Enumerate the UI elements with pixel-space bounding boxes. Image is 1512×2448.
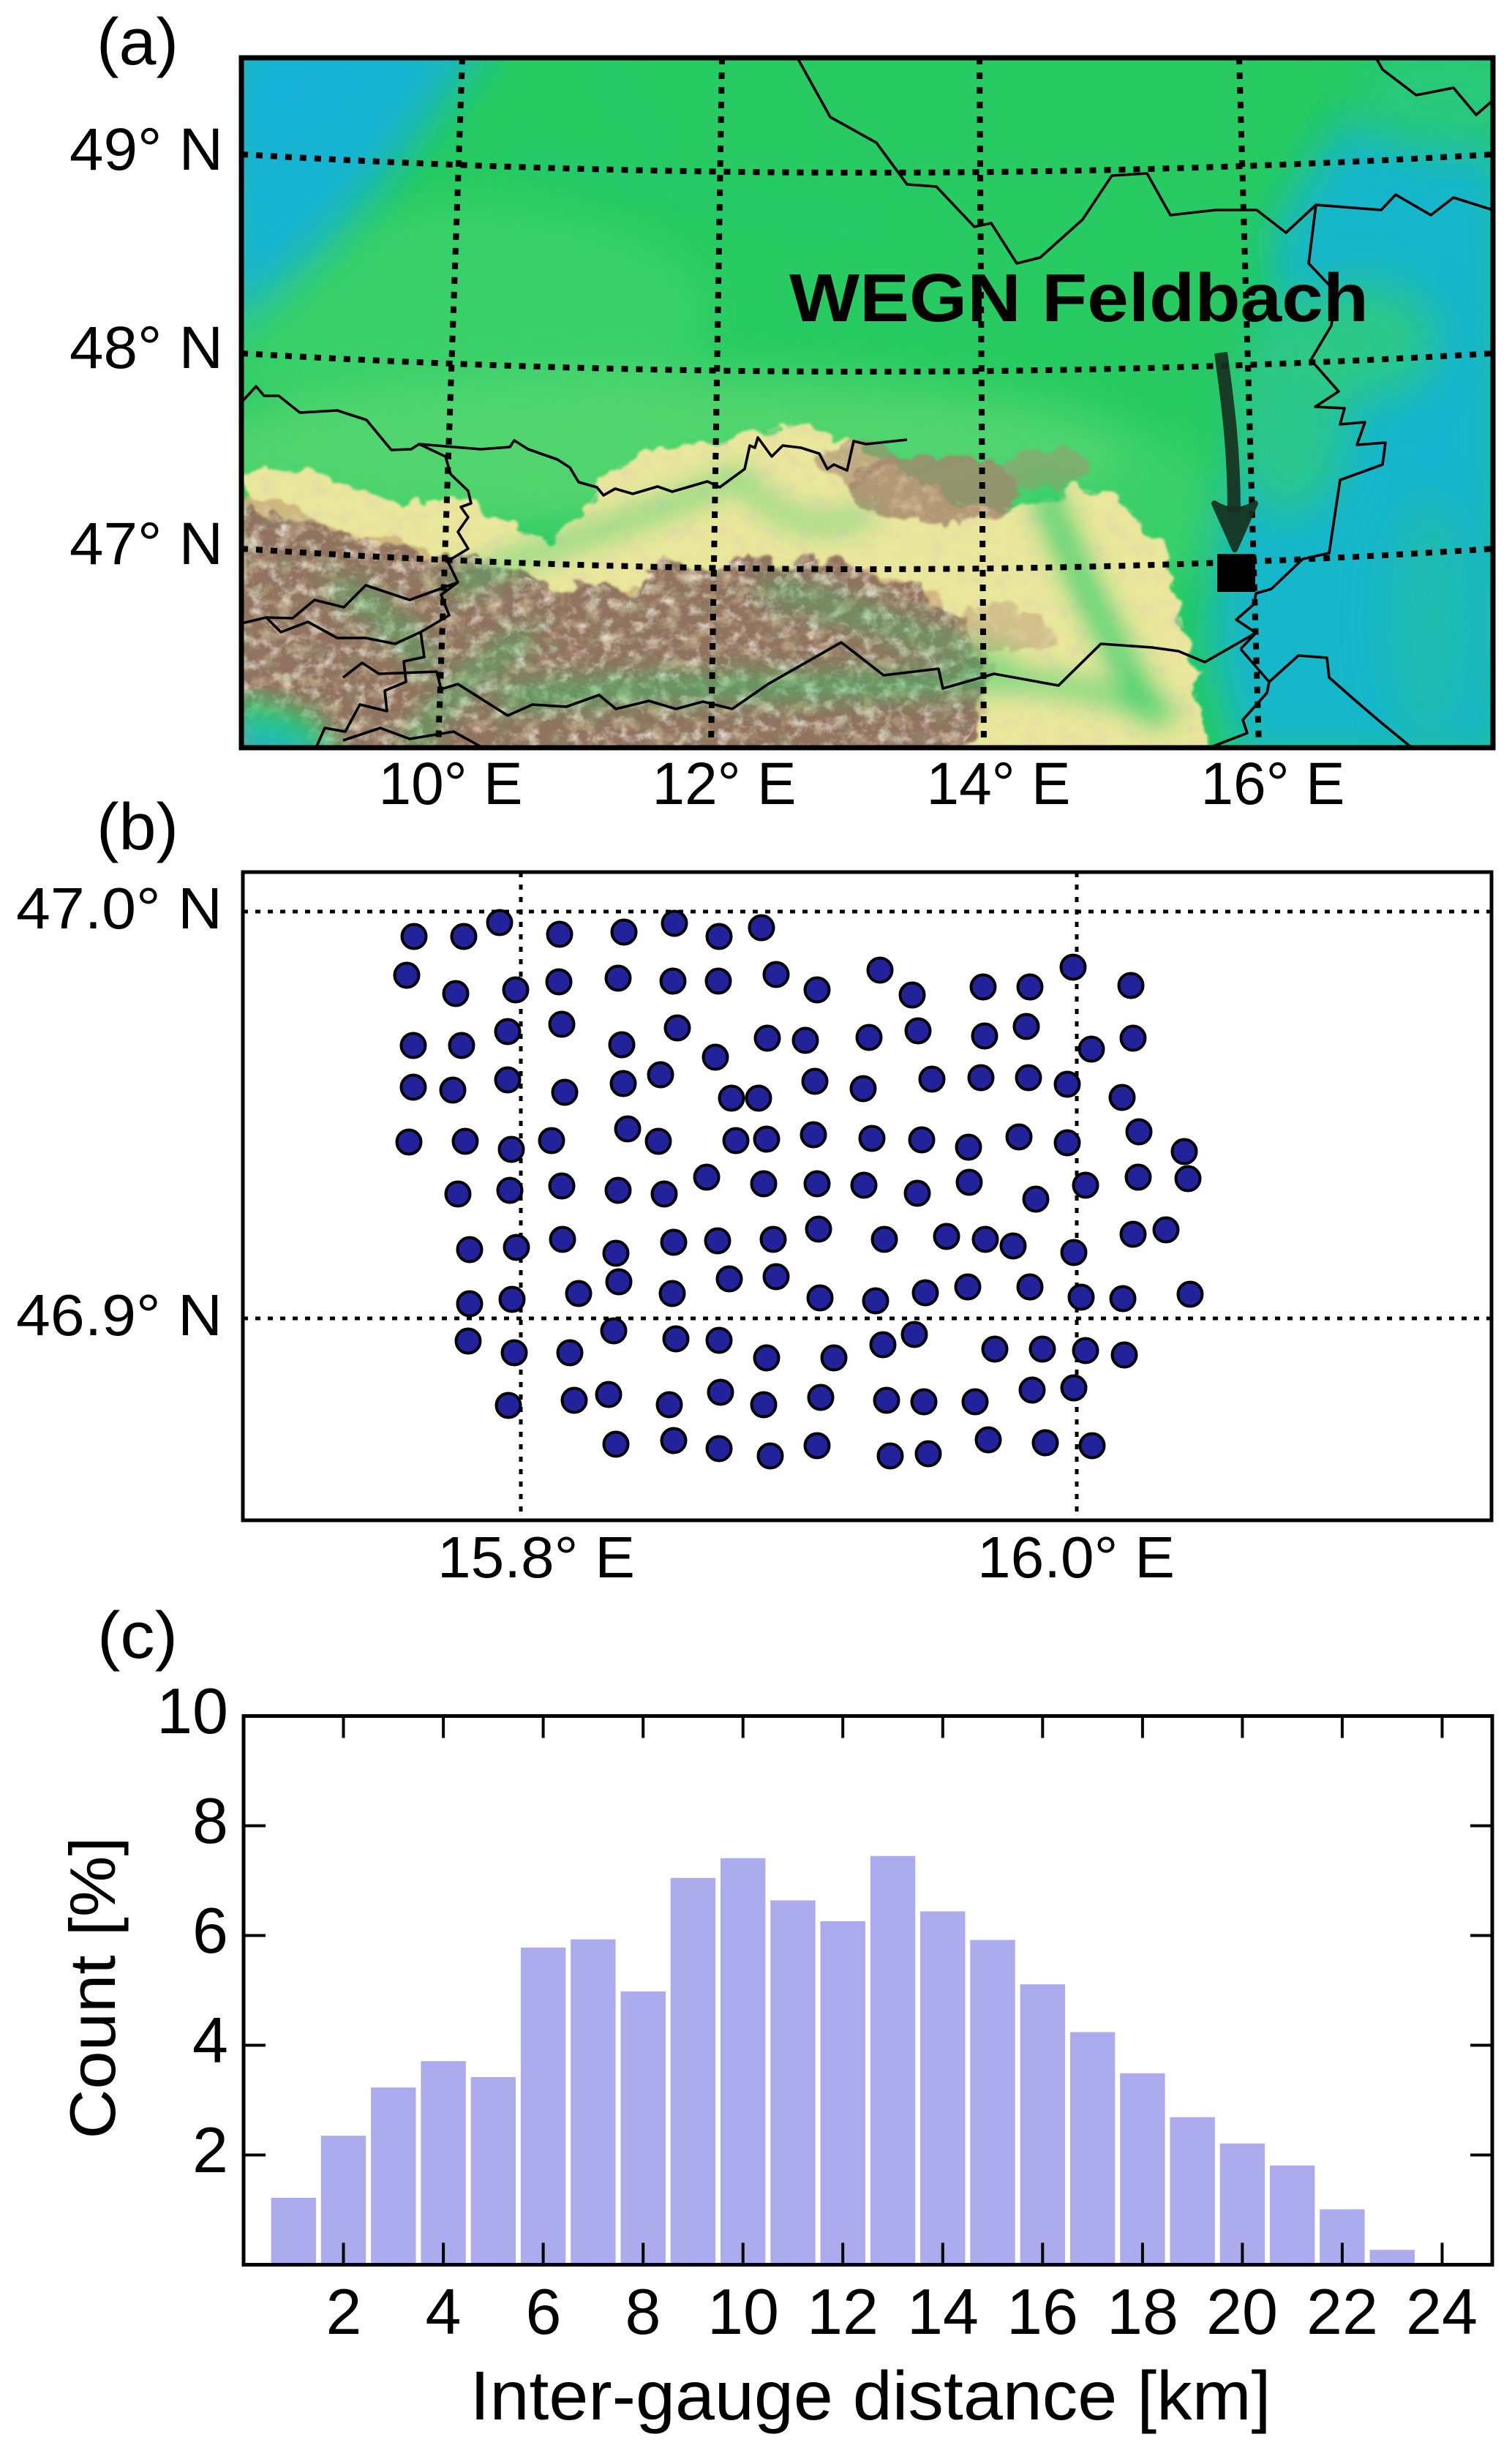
svg-text:47° N: 47° N xyxy=(69,511,223,577)
svg-text:16.0° E: 16.0° E xyxy=(977,1525,1175,1590)
svg-text:10: 10 xyxy=(157,1675,228,1747)
svg-text:14° E: 14° E xyxy=(927,751,1071,817)
svg-text:22: 22 xyxy=(1306,2275,1378,2348)
svg-text:18: 18 xyxy=(1107,2275,1178,2348)
svg-text:Count [%]: Count [%] xyxy=(56,1837,129,2139)
svg-text:15.8° E: 15.8° E xyxy=(437,1525,635,1590)
svg-text:2: 2 xyxy=(192,2114,228,2186)
svg-text:16: 16 xyxy=(1007,2275,1078,2348)
svg-text:4: 4 xyxy=(426,2275,462,2348)
svg-text:47.0° N: 47.0° N xyxy=(16,876,222,941)
svg-text:24: 24 xyxy=(1406,2275,1478,2348)
svg-text:(a): (a) xyxy=(97,6,178,79)
svg-text:8: 8 xyxy=(625,2275,661,2348)
svg-text:8: 8 xyxy=(192,1784,228,1857)
svg-text:12° E: 12° E xyxy=(652,751,797,817)
svg-text:(c): (c) xyxy=(97,1599,178,1672)
svg-text:(b): (b) xyxy=(97,791,178,864)
svg-text:WEGN Feldbach: WEGN Feldbach xyxy=(789,260,1369,336)
svg-text:46.9° N: 46.9° N xyxy=(16,1283,222,1348)
svg-text:48° N: 48° N xyxy=(69,315,223,381)
svg-text:12: 12 xyxy=(807,2275,879,2348)
svg-text:49° N: 49° N xyxy=(69,116,223,183)
svg-text:2: 2 xyxy=(326,2275,362,2348)
svg-text:4: 4 xyxy=(192,2004,228,2076)
svg-text:10° E: 10° E xyxy=(379,751,523,817)
svg-text:20: 20 xyxy=(1206,2275,1278,2348)
svg-text:6: 6 xyxy=(526,2275,562,2348)
svg-text:14: 14 xyxy=(907,2275,979,2348)
svg-text:10: 10 xyxy=(707,2275,779,2348)
svg-text:Inter-gauge distance [km]: Inter-gauge distance [km] xyxy=(470,2357,1271,2435)
svg-text:6: 6 xyxy=(192,1894,228,1967)
svg-text:16° E: 16° E xyxy=(1201,751,1345,817)
